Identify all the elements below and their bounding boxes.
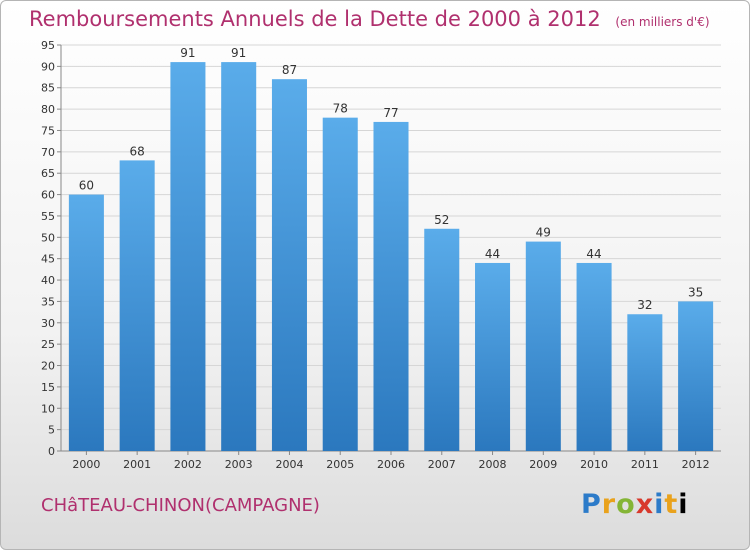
y-tick-label: 95	[41, 39, 55, 52]
x-tick-label: 2006	[377, 458, 405, 471]
y-tick-label: 85	[41, 82, 55, 95]
bar	[271, 79, 307, 451]
x-tick-label: 2011	[631, 458, 659, 471]
logo-letter: t	[664, 489, 679, 520]
logo-letter: i	[678, 489, 689, 520]
data-label: 91	[231, 46, 246, 60]
x-tick-label: 2012	[682, 458, 710, 471]
x-tick-label: 2007	[428, 458, 456, 471]
y-tick-label: 50	[41, 231, 55, 244]
y-tick-label: 15	[41, 381, 55, 394]
bar	[373, 121, 409, 451]
y-tick-label: 80	[41, 103, 55, 116]
x-tick-label: 2005	[326, 458, 354, 471]
y-tick-label: 30	[41, 317, 55, 330]
logo-letter: P	[581, 489, 602, 520]
y-tick-label: 0	[48, 445, 55, 458]
x-tick-label: 2009	[529, 458, 557, 471]
data-label: 91	[180, 46, 195, 60]
bar	[221, 62, 257, 452]
data-label: 77	[383, 106, 398, 120]
y-tick-label: 5	[48, 424, 55, 437]
logo-letter: r	[601, 489, 617, 520]
data-label: 35	[688, 285, 703, 299]
chart-subtitle: (en milliers d'€)	[615, 15, 710, 29]
y-tick-label: 70	[41, 146, 55, 159]
x-tick-label: 2008	[479, 458, 507, 471]
y-tick-label: 10	[41, 402, 55, 415]
bar	[68, 194, 104, 451]
y-tick-label: 40	[41, 274, 55, 287]
y-tick-label: 25	[41, 338, 55, 351]
x-tick-label: 2010	[580, 458, 608, 471]
bar	[424, 228, 460, 451]
bar	[627, 314, 663, 451]
x-tick-label: 2003	[225, 458, 253, 471]
bar	[322, 117, 358, 451]
data-label: 52	[434, 213, 449, 227]
logo-letter: o	[616, 489, 636, 520]
data-label: 32	[637, 298, 652, 312]
data-label: 44	[586, 247, 601, 261]
y-tick-label: 90	[41, 60, 55, 73]
data-label: 87	[282, 63, 297, 77]
commune-name: CHâTEAU-CHINON(CAMPAGNE)	[41, 495, 320, 516]
bar	[119, 160, 155, 452]
data-label: 49	[536, 226, 551, 240]
bar	[170, 62, 206, 452]
bar	[475, 262, 511, 451]
y-tick-label: 35	[41, 295, 55, 308]
x-tick-label: 2000	[72, 458, 100, 471]
chart-title: Remboursements Annuels de la Dette de 20…	[29, 7, 710, 31]
chart-title-text: Remboursements Annuels de la Dette de 20…	[29, 7, 601, 31]
y-tick-label: 60	[41, 189, 55, 202]
bar	[678, 301, 714, 451]
y-tick-label: 55	[41, 210, 55, 223]
x-tick-label: 2002	[174, 458, 202, 471]
logo-letter: i	[654, 489, 665, 520]
proxiti-logo: Proxiti	[581, 489, 689, 520]
y-tick-label: 65	[41, 167, 55, 180]
data-label: 78	[333, 102, 348, 116]
y-tick-label: 20	[41, 360, 55, 373]
x-tick-label: 2004	[275, 458, 303, 471]
y-tick-label: 45	[41, 253, 55, 266]
x-tick-label: 2001	[123, 458, 151, 471]
data-label: 44	[485, 247, 500, 261]
data-label: 68	[130, 144, 145, 158]
data-label: 60	[79, 179, 94, 193]
logo-letter: x	[635, 489, 655, 520]
bar	[525, 241, 561, 451]
bar	[576, 262, 612, 451]
y-tick-label: 75	[41, 124, 55, 137]
